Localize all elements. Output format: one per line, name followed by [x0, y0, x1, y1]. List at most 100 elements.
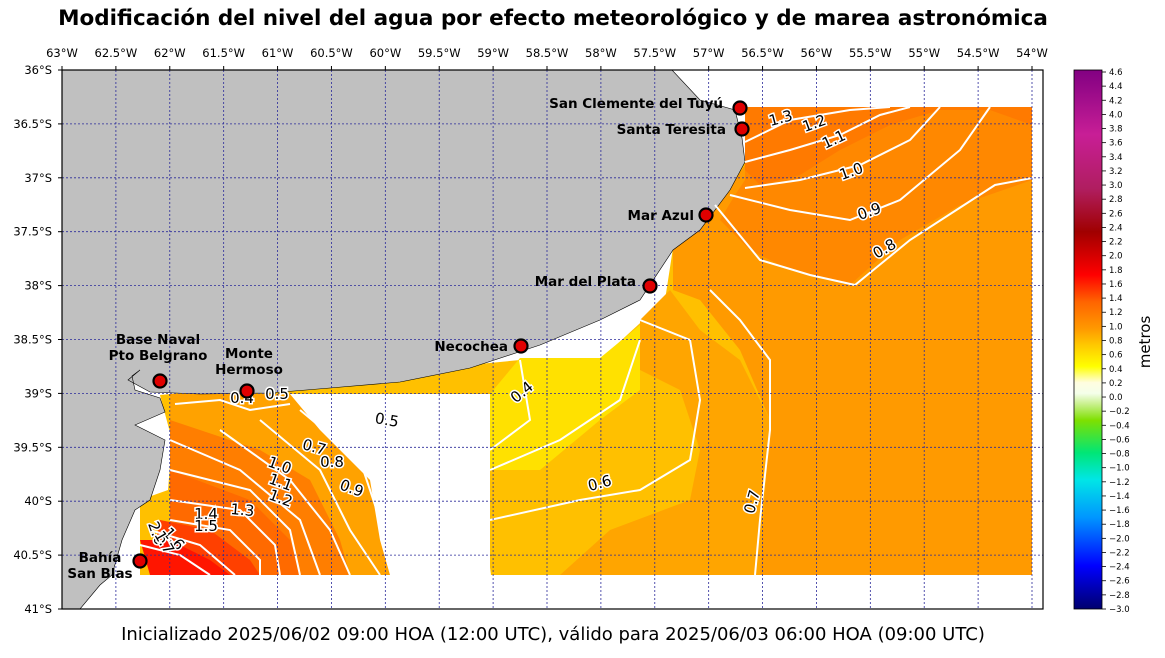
contour-label: 0.8	[320, 453, 344, 471]
station-marker[interactable]	[698, 207, 714, 223]
contour-label: 0.5	[265, 385, 289, 403]
map-title: Modificación del nivel del agua por efec…	[58, 6, 1048, 31]
colorbar-tick-label: −2.0	[1109, 534, 1130, 544]
colorbar-tick-label: 2.8	[1109, 195, 1123, 205]
lon-tick-label: 54.5°W	[957, 46, 1000, 60]
station[interactable]: San Clemente del Tuyú	[549, 96, 748, 116]
station-label: San Blas	[67, 566, 132, 582]
lon-tick-label: 55°W	[908, 46, 940, 60]
colorbar-tick-label: 2.4	[1109, 223, 1123, 233]
band-0-4	[490, 325, 640, 470]
lon-tick-label: 54°W	[1016, 46, 1048, 60]
lat-tick-label: 37°S	[24, 171, 52, 185]
colorbar-tick-label: −2.2	[1109, 548, 1130, 558]
lon-tick-label: 56°W	[801, 46, 833, 60]
lon-tick-label: 55.5°W	[849, 46, 892, 60]
lon-tick-label: 57°W	[693, 46, 725, 60]
colorbar-tick-label: 3.6	[1109, 139, 1123, 149]
colorbar-tick-label: 0.4	[1109, 365, 1123, 375]
colorbar-tick-label: −1.2	[1109, 478, 1130, 488]
lon-tick-label: 60.5°W	[310, 46, 353, 60]
station-label: Necochea	[434, 339, 508, 355]
colorbar-tick-label: 3.8	[1109, 125, 1123, 135]
lat-tick-label: 40°S	[24, 494, 52, 508]
colorbar-tick-label: −0.4	[1109, 421, 1130, 431]
station-label: San Clemente del Tuyú	[549, 96, 723, 112]
graticule	[62, 70, 1043, 609]
contour-label: 1.5	[194, 517, 218, 535]
colorbar-tick-label: 1.2	[1109, 308, 1123, 318]
contour-label: 1.4	[194, 505, 218, 523]
lat-tick-label: 36°S	[24, 63, 52, 77]
latitude-labels: 36°S 36.5°S 37°S 37.5°S 38°S 38.5°S 39°S 39.5°S…	[13, 63, 62, 616]
colorbar-tick-label: 3.0	[1109, 181, 1123, 191]
station-label: Mar del Plata	[535, 274, 636, 290]
colorbar-tick-label: 3.4	[1109, 153, 1123, 163]
station[interactable]: Mar Azul	[628, 207, 714, 224]
lon-tick-label: 62.5°W	[95, 46, 138, 60]
colorbar-tick-label: 0.2	[1109, 379, 1123, 389]
colorbar-tick-label: 0.0	[1109, 393, 1123, 403]
colorbar-tick-label: −1.6	[1109, 506, 1130, 516]
station-marker[interactable]	[734, 121, 750, 137]
station-marker[interactable]	[239, 383, 255, 399]
contour-lines	[139, 106, 1033, 576]
lat-tick-label: 38.5°S	[13, 333, 52, 347]
colorbar-tick-label: −0.8	[1109, 450, 1130, 460]
station-marker[interactable]	[513, 338, 529, 354]
colorbar-tick-label: −1.4	[1109, 492, 1130, 502]
station-label: Base Naval	[116, 332, 200, 348]
station-marker[interactable]	[152, 373, 168, 389]
station-label: Bahía	[79, 550, 122, 566]
station-label: Hermoso	[215, 362, 283, 378]
colorbar-label: metros	[1136, 316, 1154, 369]
lat-tick-label: 36.5°S	[13, 117, 52, 131]
contour-label: 0.5	[374, 409, 401, 431]
lat-tick-label: 39.5°S	[13, 440, 52, 454]
lat-tick-label: 38°S	[24, 279, 52, 293]
colorbar-tick-label: 1.8	[1109, 266, 1123, 276]
colorbar-ticks: 4.6 4.4 4.2 4.0 3.8 3.6 3.4 3.2 3.0 2.8 2.6 2.4 2.2 2…	[1102, 68, 1130, 615]
lon-tick-label: 58.5°W	[526, 46, 569, 60]
colorbar-tick-label: 1.0	[1109, 322, 1123, 332]
colorbar-tick-label: 0.6	[1109, 351, 1123, 361]
colorbar-tick-label: 1.6	[1109, 280, 1123, 290]
lon-tick-label: 57.5°W	[633, 46, 676, 60]
band-0-6	[560, 290, 770, 575]
colorbar-tick-label: 4.0	[1109, 110, 1123, 120]
station-label: Santa Teresita	[617, 122, 726, 138]
lon-tick-label: 58°W	[585, 46, 617, 60]
lon-tick-label: 59°W	[477, 46, 509, 60]
lon-tick-label: 61°W	[262, 46, 294, 60]
station-marker[interactable]	[132, 553, 148, 569]
colorbar-tick-label: −1.0	[1109, 464, 1130, 474]
station-label: Mar Azul	[628, 208, 694, 224]
validity-footer: Inicializado 2025/06/02 09:00 HOA (12:00…	[121, 624, 985, 645]
station[interactable]: Mar del Plata	[535, 274, 658, 294]
colorbar-tick-label: 3.2	[1109, 167, 1123, 177]
colorbar-tick-label: 2.2	[1109, 238, 1123, 248]
station-label: Monte	[225, 346, 273, 362]
colorbar-tick-label: 4.6	[1109, 68, 1123, 78]
colorbar-tick-label: 0.8	[1109, 337, 1123, 347]
station[interactable]: Santa Teresita	[617, 121, 750, 138]
colorbar-tick-label: −2.4	[1109, 563, 1130, 573]
colorbar-tick-label: −2.8	[1109, 591, 1130, 601]
lon-tick-label: 56.5°W	[741, 46, 784, 60]
colorbar-tick-label: −1.8	[1109, 520, 1130, 530]
station-marker[interactable]	[732, 100, 748, 116]
colorbar-tick-label: 4.4	[1109, 82, 1123, 92]
station-label: Pto Belgrano	[109, 348, 208, 364]
stations: San Clemente del Tuyú Santa Teresita Mar A…	[67, 96, 750, 582]
contour-label: 1.3	[230, 500, 255, 520]
colorbar-tick-label: 4.2	[1109, 96, 1123, 106]
lon-tick-label: 59.5°W	[418, 46, 461, 60]
station[interactable]: Necochea	[434, 338, 529, 355]
lat-tick-label: 41°S	[24, 602, 52, 616]
colorbar-tick-label: −0.2	[1109, 407, 1130, 417]
station-marker[interactable]	[642, 278, 658, 294]
